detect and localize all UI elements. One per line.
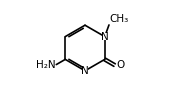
Text: N: N xyxy=(81,66,89,76)
Text: O: O xyxy=(116,60,124,70)
Text: H₂N: H₂N xyxy=(36,60,55,70)
FancyBboxPatch shape xyxy=(102,34,108,40)
Text: CH₃: CH₃ xyxy=(109,14,129,24)
Text: N: N xyxy=(101,32,109,42)
FancyBboxPatch shape xyxy=(82,68,88,74)
